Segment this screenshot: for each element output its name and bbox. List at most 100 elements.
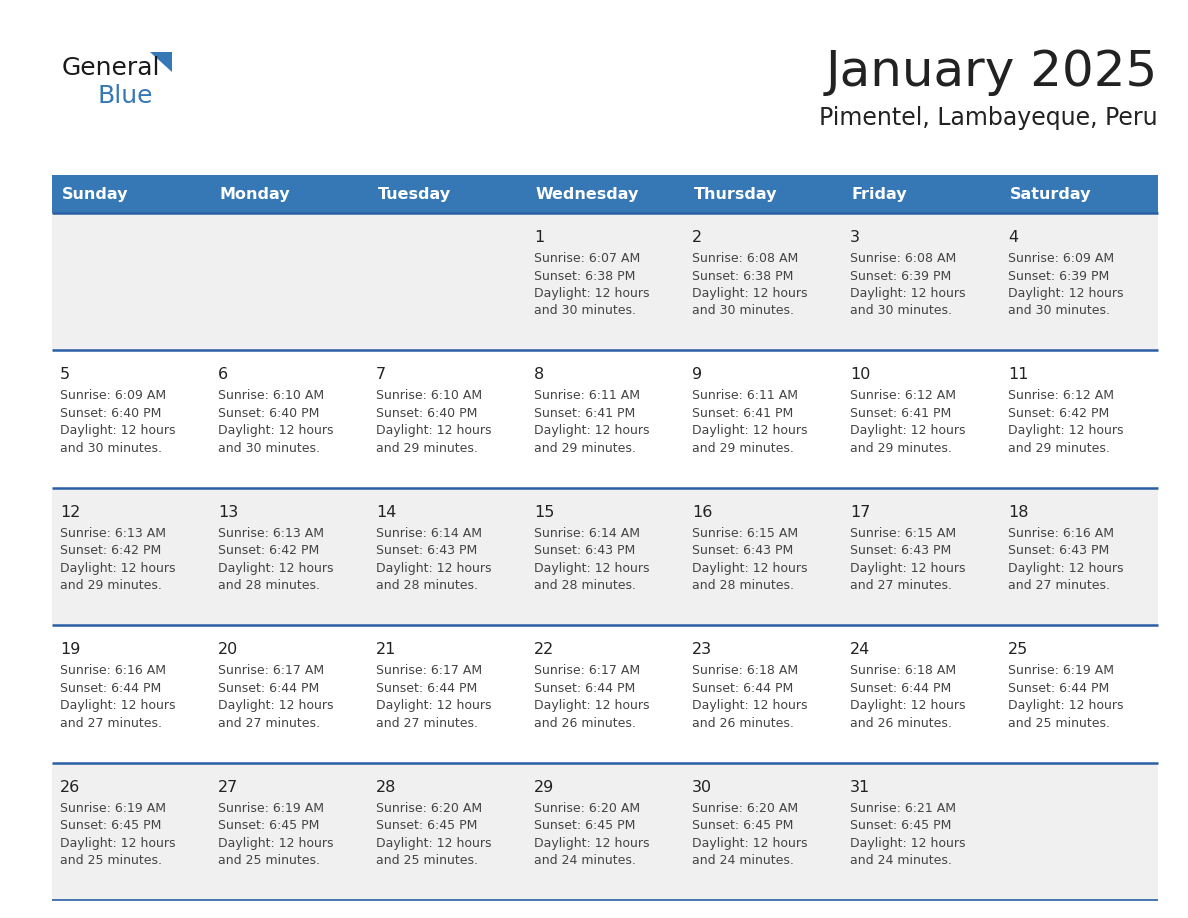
Text: Sunrise: 6:14 AM: Sunrise: 6:14 AM [533,527,640,540]
Bar [1000,763,1158,900]
Text: Sunset: 6:44 PM: Sunset: 6:44 PM [533,682,636,695]
Text: and 30 minutes.: and 30 minutes. [691,305,794,318]
Text: and 26 minutes.: and 26 minutes. [849,717,952,730]
Text: and 26 minutes.: and 26 minutes. [691,717,794,730]
Text: Daylight: 12 hours: Daylight: 12 hours [375,424,492,437]
Text: 4: 4 [1007,230,1018,245]
Text: 12: 12 [61,505,81,520]
Bar [842,213,1000,351]
Text: and 27 minutes.: and 27 minutes. [849,579,952,592]
Text: and 28 minutes.: and 28 minutes. [219,579,320,592]
Bar [526,487,684,625]
Text: Daylight: 12 hours: Daylight: 12 hours [691,836,808,849]
Text: Sunrise: 6:19 AM: Sunrise: 6:19 AM [61,801,166,814]
Text: and 24 minutes.: and 24 minutes. [533,854,636,868]
Text: Daylight: 12 hours: Daylight: 12 hours [849,836,966,849]
Text: Sunset: 6:44 PM: Sunset: 6:44 PM [61,682,162,695]
Bar [210,625,368,763]
Bar [52,487,210,625]
Text: Daylight: 12 hours: Daylight: 12 hours [375,562,492,575]
Bar [210,763,368,900]
Text: Sunrise: 6:18 AM: Sunrise: 6:18 AM [849,665,956,677]
Text: and 29 minutes.: and 29 minutes. [1007,442,1110,455]
Bar [842,175,1000,213]
Text: 7: 7 [375,367,386,383]
Bar [52,351,210,487]
Bar [1000,351,1158,487]
Text: Sunset: 6:44 PM: Sunset: 6:44 PM [219,682,320,695]
Bar [526,213,684,351]
Text: Friday: Friday [852,186,908,201]
Bar [842,763,1000,900]
Text: Sunrise: 6:20 AM: Sunrise: 6:20 AM [533,801,640,814]
Text: Thursday: Thursday [694,186,777,201]
Text: 24: 24 [849,643,871,657]
Text: Sunset: 6:38 PM: Sunset: 6:38 PM [533,270,636,283]
Text: Sunset: 6:45 PM: Sunset: 6:45 PM [219,819,320,832]
Text: and 27 minutes.: and 27 minutes. [219,717,320,730]
Text: Sunrise: 6:10 AM: Sunrise: 6:10 AM [375,389,482,402]
Text: Daylight: 12 hours: Daylight: 12 hours [533,700,650,712]
Text: Sunrise: 6:07 AM: Sunrise: 6:07 AM [533,252,640,265]
Text: Sunset: 6:40 PM: Sunset: 6:40 PM [219,407,320,420]
Text: Saturday: Saturday [1010,186,1091,201]
Text: Daylight: 12 hours: Daylight: 12 hours [375,836,492,849]
Text: Sunset: 6:43 PM: Sunset: 6:43 PM [691,544,794,557]
Text: Tuesday: Tuesday [378,186,450,201]
Text: 23: 23 [691,643,712,657]
Text: and 29 minutes.: and 29 minutes. [375,442,478,455]
Text: 1: 1 [533,230,544,245]
Text: Sunset: 6:41 PM: Sunset: 6:41 PM [691,407,794,420]
Text: and 29 minutes.: and 29 minutes. [849,442,952,455]
Text: Sunset: 6:44 PM: Sunset: 6:44 PM [849,682,952,695]
Text: Daylight: 12 hours: Daylight: 12 hours [1007,287,1124,300]
Text: 28: 28 [375,779,397,795]
Bar [52,175,210,213]
Text: Sunset: 6:45 PM: Sunset: 6:45 PM [849,819,952,832]
Text: Daylight: 12 hours: Daylight: 12 hours [1007,424,1124,437]
Text: Sunset: 6:43 PM: Sunset: 6:43 PM [375,544,478,557]
Bar [526,763,684,900]
Text: 21: 21 [375,643,397,657]
Text: Sunset: 6:41 PM: Sunset: 6:41 PM [849,407,952,420]
Text: Sunrise: 6:17 AM: Sunrise: 6:17 AM [219,665,324,677]
Text: Daylight: 12 hours: Daylight: 12 hours [691,700,808,712]
Text: Sunrise: 6:19 AM: Sunrise: 6:19 AM [219,801,324,814]
Bar [684,175,842,213]
Text: 9: 9 [691,367,702,383]
Bar [210,487,368,625]
Bar [684,625,842,763]
Text: Sunrise: 6:09 AM: Sunrise: 6:09 AM [61,389,166,402]
Bar [368,763,526,900]
Text: General: General [62,56,160,80]
Text: Sunset: 6:40 PM: Sunset: 6:40 PM [61,407,162,420]
Text: and 29 minutes.: and 29 minutes. [691,442,794,455]
Text: Daylight: 12 hours: Daylight: 12 hours [61,424,176,437]
Text: Sunrise: 6:20 AM: Sunrise: 6:20 AM [691,801,798,814]
Text: 31: 31 [849,779,871,795]
Text: 22: 22 [533,643,555,657]
Text: 19: 19 [61,643,81,657]
Text: 16: 16 [691,505,713,520]
Text: Daylight: 12 hours: Daylight: 12 hours [61,836,176,849]
Text: Daylight: 12 hours: Daylight: 12 hours [219,562,334,575]
Text: Sunset: 6:40 PM: Sunset: 6:40 PM [375,407,478,420]
Bar [210,175,368,213]
Text: and 30 minutes.: and 30 minutes. [219,442,320,455]
Text: Daylight: 12 hours: Daylight: 12 hours [691,424,808,437]
Text: Daylight: 12 hours: Daylight: 12 hours [61,700,176,712]
Text: 8: 8 [533,367,544,383]
Text: Daylight: 12 hours: Daylight: 12 hours [849,562,966,575]
Bar [1000,625,1158,763]
Bar [526,351,684,487]
Text: Daylight: 12 hours: Daylight: 12 hours [61,562,176,575]
Bar [684,487,842,625]
Text: Daylight: 12 hours: Daylight: 12 hours [849,424,966,437]
Text: Sunset: 6:45 PM: Sunset: 6:45 PM [691,819,794,832]
Text: Sunset: 6:41 PM: Sunset: 6:41 PM [533,407,636,420]
Bar [684,213,842,351]
Text: Sunset: 6:45 PM: Sunset: 6:45 PM [375,819,478,832]
Text: 18: 18 [1007,505,1029,520]
Text: 25: 25 [1007,643,1029,657]
Text: Monday: Monday [220,186,290,201]
